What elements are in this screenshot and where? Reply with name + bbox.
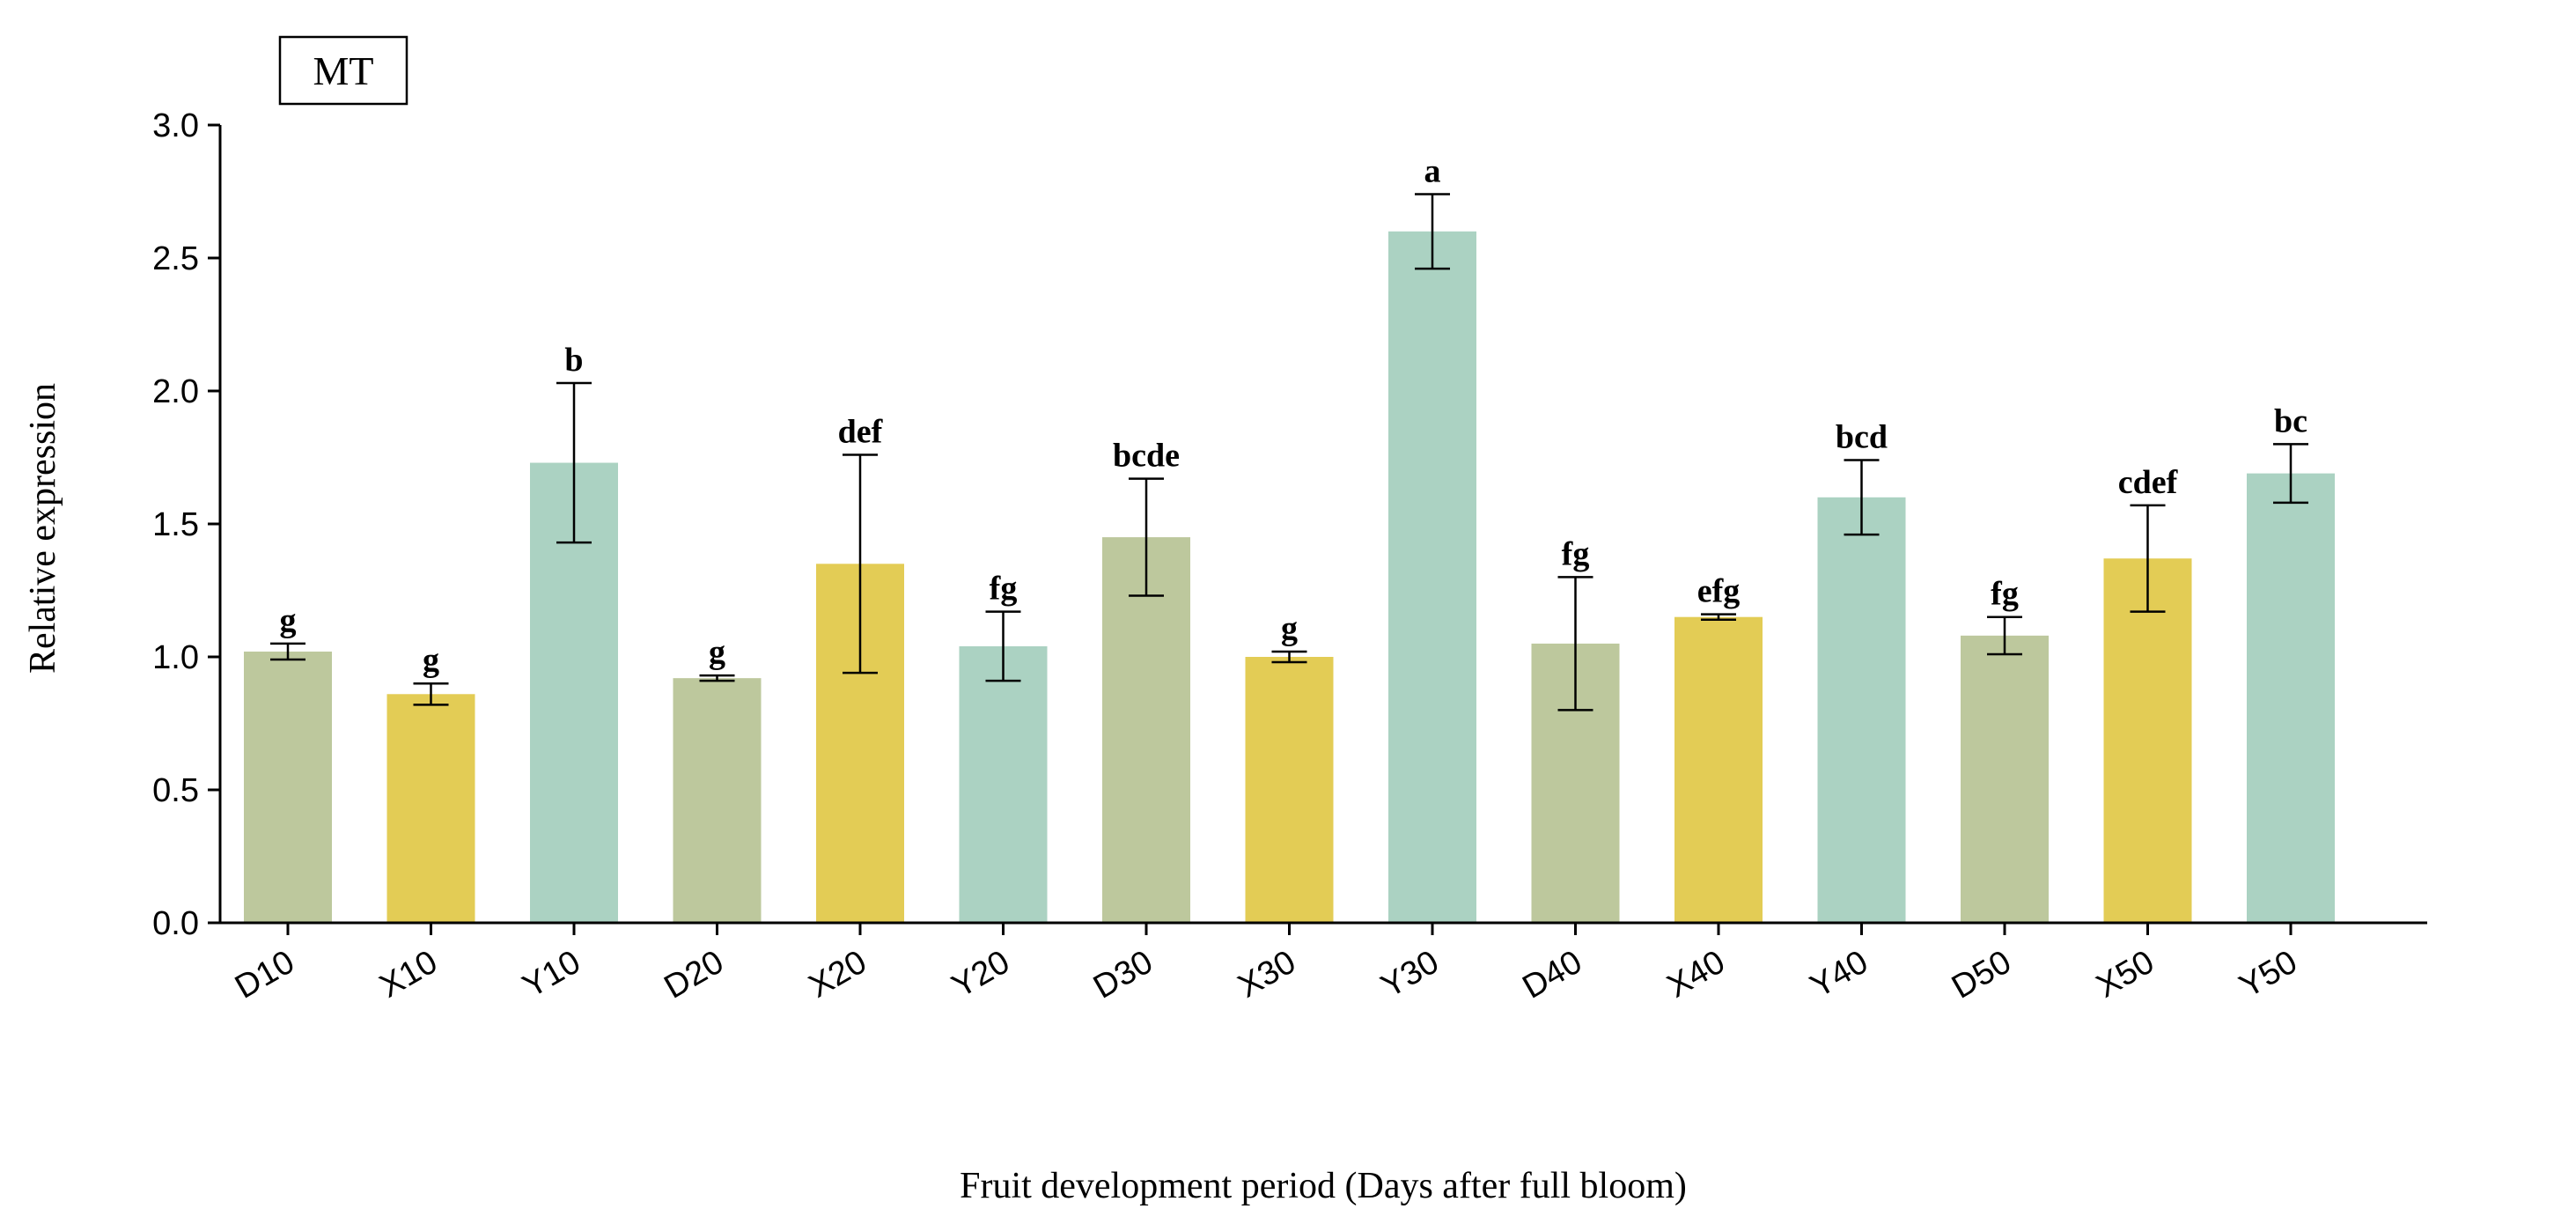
bars-group	[244, 231, 2335, 923]
significance-label-y50: bc	[2274, 402, 2307, 439]
x-tick-label-x20: X20	[803, 943, 873, 1005]
x-tick-label-y30: Y30	[1375, 943, 1446, 1005]
y-tick-label: 3.0	[152, 107, 199, 144]
significance-label-y30: a	[1424, 153, 1441, 190]
y-tick-label: 2.0	[152, 373, 199, 410]
x-tick-label-x40: X40	[1661, 943, 1732, 1005]
significance-label-d10: g	[280, 602, 297, 639]
y-tick-label: 0.0	[152, 905, 199, 942]
bar-y40	[1817, 497, 1906, 923]
significance-label-y40: bcd	[1836, 419, 1888, 456]
significance-label-d30: bcde	[1113, 438, 1180, 475]
bar-x30	[1245, 657, 1334, 923]
y-tick-label: 2.5	[152, 240, 199, 277]
x-tick-label-d40: D40	[1517, 943, 1588, 1006]
x-tick-label-x10: X10	[373, 943, 444, 1005]
bar-x10	[386, 694, 475, 923]
bar-d30	[1102, 537, 1190, 923]
x-tick-label-d50: D50	[1946, 943, 2017, 1006]
significance-label-d20: g	[709, 634, 725, 671]
x-tick-label-y50: Y50	[2234, 943, 2304, 1005]
x-tick-label-x30: X30	[1232, 943, 1302, 1005]
significance-label-y10: b	[564, 342, 583, 379]
bar-d50	[1961, 635, 2049, 923]
bar-y20	[959, 645, 1048, 923]
significance-label-x40: efg	[1697, 573, 1741, 610]
bar-x40	[1674, 616, 1763, 923]
x-tick-label-y10: Y10	[517, 943, 587, 1005]
x-tick-label-y40: Y40	[1804, 943, 1874, 1005]
x-tick-label-y20: Y20	[946, 943, 1016, 1005]
x-tick-label-d10: D10	[229, 943, 300, 1006]
bar-d10	[244, 651, 332, 923]
x-axis-ticks: D10 X10 Y10 D20 X20 Y20 D30 X30 Y30 D40 X40 Y40 D50 X…	[229, 923, 2304, 1006]
significance-label-d50: fg	[1991, 576, 2019, 613]
significance-label-d40: fg	[1562, 535, 1590, 572]
y-tick-label: 1.0	[152, 639, 199, 676]
x-tick-label-d20: D20	[659, 943, 730, 1006]
bar-y30	[1388, 231, 1476, 923]
y-tick-label: 0.5	[152, 772, 199, 809]
significance-labels-group: g g b g def fg bcde g a fg efg bcd fg cdef bc	[280, 153, 2308, 680]
x-tick-label-x50: X50	[2090, 943, 2160, 1005]
significance-label-x30: g	[1281, 610, 1298, 647]
y-axis-ticks: 0.0 0.5 1.0 1.5 2.0 2.5 3.0	[152, 107, 220, 942]
panel-label: MT	[313, 48, 374, 93]
bar-d20	[673, 678, 762, 923]
significance-label-y20: fg	[990, 571, 1018, 608]
bar-y50	[2247, 473, 2335, 923]
panel-label-box	[278, 35, 408, 106]
significance-label-x20: def	[838, 413, 884, 450]
error-bars-group	[270, 193, 2308, 711]
x-tick-label-d30: D30	[1087, 943, 1159, 1006]
y-tick-label: 1.5	[152, 506, 199, 543]
x-axis-title: Fruit development period (Days after ful…	[960, 1166, 1687, 1206]
bar-x50	[2103, 558, 2192, 923]
significance-label-x10: g	[423, 642, 439, 679]
y-axis-title: Relative expression	[23, 383, 63, 674]
significance-label-x50: cdef	[2118, 464, 2179, 501]
